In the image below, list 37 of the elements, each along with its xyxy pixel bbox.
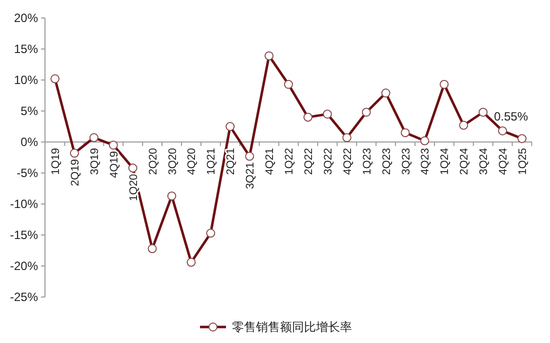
- x-tick-label: 2Q19: [69, 159, 82, 186]
- x-tick-label: 3Q24: [478, 148, 490, 175]
- x-tick-label: 1Q21: [206, 148, 218, 175]
- y-tick-label: -15%: [10, 228, 38, 242]
- x-tick-label: 4Q21: [264, 148, 276, 175]
- x-tick-label: 2Q23: [380, 148, 393, 175]
- x-tick-label: 4Q19: [108, 151, 120, 178]
- x-tick-label: 4Q24: [498, 148, 510, 175]
- x-tick-label: 3Q23: [400, 148, 412, 175]
- x-tick-label: 2Q20: [147, 148, 160, 175]
- x-tick-label: 1Q24: [439, 148, 452, 175]
- y-tick-label: -5%: [16, 166, 38, 180]
- x-tick-label: 1Q25: [517, 148, 529, 175]
- y-tick-label: 20%: [14, 11, 38, 26]
- y-tick-label: 0%: [20, 135, 38, 150]
- x-tick-label: 1Q22: [284, 148, 296, 175]
- x-tick-label: 2Q21: [225, 148, 238, 175]
- y-tick-label: 5%: [20, 104, 38, 118]
- x-tick-label: 2Q22: [302, 148, 315, 175]
- x-tick-label: 3Q19: [88, 148, 101, 175]
- x-tick-label: 4Q22: [342, 148, 354, 175]
- x-tick-label: 4Q23: [420, 148, 432, 175]
- x-tick-label: 3Q21: [244, 162, 257, 190]
- x-tick-label: 3Q20: [166, 148, 179, 175]
- x-tick-label: 4Q20: [186, 148, 198, 175]
- x-tick-label: 3Q22: [322, 148, 334, 175]
- x-tick-label: 1Q20: [128, 174, 140, 201]
- y-tick-label: -20%: [10, 259, 38, 274]
- y-tick-label: 10%: [14, 73, 38, 88]
- y-tick-label: 15%: [14, 42, 38, 56]
- y-tick-label: -10%: [10, 197, 38, 212]
- x-tick-label: 1Q19: [50, 148, 62, 175]
- legend-label: 零售销售额同比增长率: [232, 320, 352, 334]
- x-tick-label: 1Q23: [361, 148, 374, 175]
- y-tick-label: -25%: [10, 290, 38, 304]
- annotation: 0.55%: [494, 110, 528, 124]
- x-tick-label: 2Q24: [458, 148, 471, 175]
